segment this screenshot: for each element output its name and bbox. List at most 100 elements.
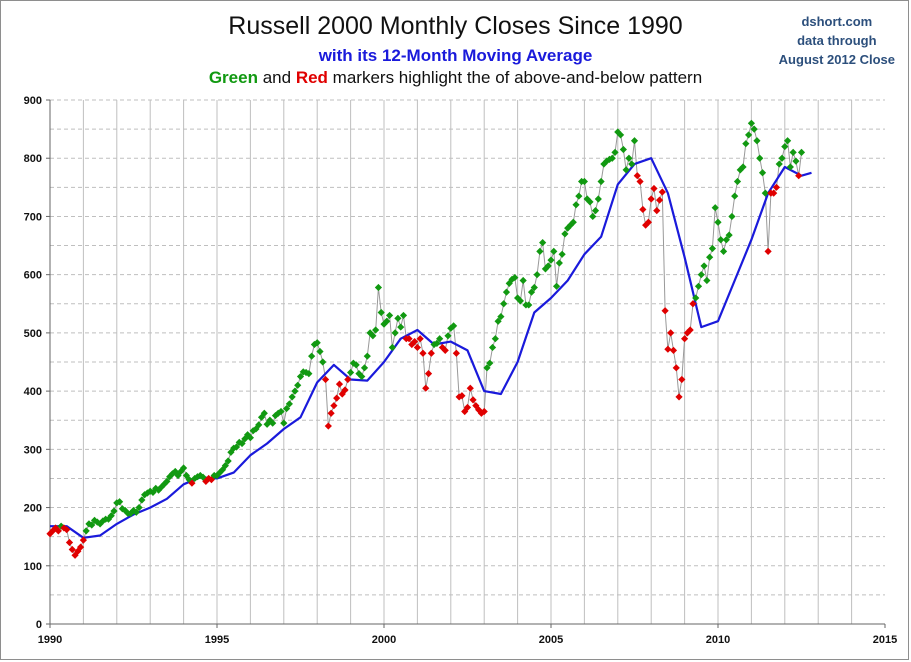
marker-above-average [750,125,758,133]
marker-below-average [63,526,71,534]
marker-above-average [717,236,725,244]
marker-below-average [427,349,435,357]
marker-below-average [416,335,424,343]
marker-above-average [575,192,583,200]
marker-below-average [661,307,669,315]
marker-above-average [722,236,730,244]
marker-above-average [360,364,369,372]
marker-above-average [527,288,536,296]
marker-above-average [514,294,522,302]
marker-above-average [110,507,118,515]
marker-above-average [703,276,711,285]
marker-above-average [628,160,636,168]
marker-above-average [745,131,753,139]
marker-above-average [714,218,722,226]
marker-above-average [263,420,271,428]
marker-below-average [639,205,647,214]
source-line-2: data through [797,33,877,48]
marker-above-average [491,335,499,343]
marker-above-average [433,339,441,347]
source-line-3: August 2012 Close [778,52,895,67]
marker-below-average [71,551,79,559]
marker-above-average [525,301,533,309]
marker-above-average [756,154,764,162]
marker-above-average [519,276,527,285]
marker-above-average [308,352,316,360]
marker-below-average [54,527,62,535]
marker-above-average [221,462,229,470]
marker-below-average [477,409,486,417]
marker-above-average [305,370,313,378]
marker-above-average [616,131,625,139]
marker-above-average [269,419,277,427]
marker-above-average [383,317,391,325]
marker-below-average [647,195,655,203]
source-line-1: dshort.com [801,14,873,29]
tick-labels: 0 100 200 300 400 500 600 700 800 900 1990 1995 2000… [24,95,898,646]
marker-above-average [781,142,789,151]
marker-above-average [608,154,616,162]
marker-below-average [686,326,694,334]
marker-below-average [466,384,474,392]
x-tick-label: 1995 [205,634,229,646]
subtitle-rest: markers highlight the of above-and-below… [332,68,703,87]
marker-above-average [163,477,171,485]
marker-above-average [500,300,508,308]
marker-below-average [463,403,472,412]
marker-above-average [611,148,619,156]
marker-above-average [252,425,260,433]
marker-above-average [385,311,394,320]
marker-above-average [191,474,199,483]
y-tick-label: 200 [24,503,42,515]
marker-above-average [483,364,491,372]
marker-above-average [285,400,293,408]
marker-above-average [118,505,126,513]
marker-above-average [146,487,154,495]
marker-below-average [344,375,352,384]
marker-above-average [224,457,232,465]
chart-title: Russell 2000 Monthly Closes Since 1990 [228,12,683,40]
marker-above-average [82,527,90,535]
marker-above-average [789,148,797,156]
marker-below-average [681,335,689,343]
y-tick-label: 700 [24,211,42,223]
marker-below-average [441,346,449,354]
marker-above-average [397,323,405,331]
marker-above-average [141,491,149,499]
marker-above-average [447,324,455,332]
marker-above-average [728,212,736,221]
marker-below-average [335,380,344,388]
marker-above-average [288,393,296,401]
marker-below-average [321,375,330,384]
y-tick-label: 500 [24,328,42,340]
marker-above-average [619,145,627,154]
y-tick-label: 400 [24,386,42,398]
marker-below-average [655,196,664,204]
marker-above-average [792,157,800,165]
marker-above-average [96,520,104,528]
marker-above-average [706,253,714,261]
y-tick-label: 0 [36,619,42,631]
marker-above-average [358,372,366,381]
marker-below-average [636,177,644,186]
marker-above-average [494,317,502,325]
marker-below-average [653,207,661,215]
marker-above-average [742,140,750,148]
marker-above-average [778,154,786,162]
marker-below-average [188,479,196,487]
marker-above-average [594,195,602,203]
marker-above-average [572,201,580,209]
marker-below-average [77,543,85,551]
close-line [49,121,802,557]
marker-above-average [449,322,458,330]
marker-above-average [444,332,452,340]
marker-above-average [622,166,630,174]
marker-below-average [458,392,466,400]
marker-above-average [57,522,65,530]
marker-below-average [51,524,60,532]
x-tick-label: 2005 [539,634,563,646]
marker-above-average [753,137,761,145]
marker-above-average [505,279,513,287]
marker-above-average [697,271,705,279]
marker-below-average [689,300,697,308]
